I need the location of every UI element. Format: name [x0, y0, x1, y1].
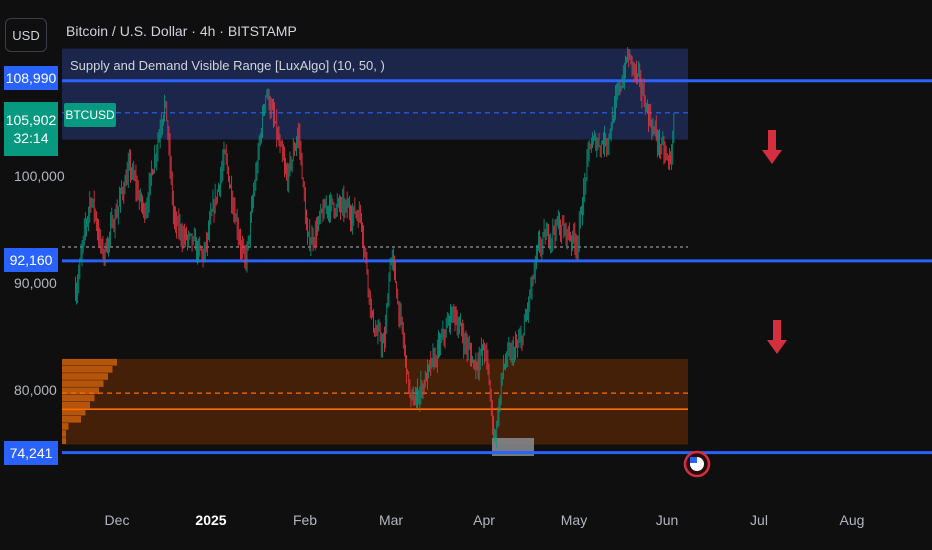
current-price-value: 105,902	[5, 112, 57, 128]
volume-profile-bar	[62, 437, 66, 444]
supply-zone	[62, 48, 688, 140]
x-tick-label: Dec	[104, 512, 130, 528]
y-tick-label: 90,000	[14, 275, 57, 291]
indicator-label[interactable]: Supply and Demand Visible Range [LuxAlgo…	[70, 58, 385, 73]
volume-profile-bar	[62, 415, 81, 423]
us-flag-event-icon	[683, 450, 711, 478]
volume-profile-bar	[62, 387, 99, 395]
x-tick-label: Jul	[750, 512, 768, 528]
x-tick-label: Aug	[839, 512, 865, 528]
x-tick-label: 2025	[195, 512, 227, 528]
volume-profile-bar	[62, 394, 95, 402]
levels-layer	[62, 79, 932, 455]
chart-title: Bitcoin / U.S. Dollar · 4h · BITSTAMP	[66, 23, 297, 39]
demand-volume-profile	[62, 358, 117, 444]
x-tick-label: May	[560, 512, 588, 528]
countdown-timer: 32:14	[13, 130, 49, 146]
volume-profile-bar	[62, 373, 108, 380]
mid-level-price-tag: 92,160	[4, 248, 58, 272]
volume-profile-bar	[62, 366, 113, 373]
x-tick-label: Jun	[655, 512, 679, 528]
volume-profile-bar	[62, 380, 104, 387]
y-tick-label: 80,000	[14, 382, 57, 398]
zones-layer	[62, 48, 688, 456]
x-tick-label: Apr	[473, 512, 495, 528]
event-icon-flag-canton	[690, 457, 697, 463]
x-tick-label: Feb	[292, 512, 318, 528]
volume-profile-bar	[62, 423, 69, 430]
y-tick-label: 100,000	[14, 168, 65, 184]
support-price-tag: 74,241	[4, 441, 58, 465]
resistance-price-tag: 108,990	[4, 66, 58, 90]
arrow-down-icon	[762, 130, 782, 164]
current-price-tag: 105,902 32:14	[4, 102, 58, 156]
volume-profile-bar	[62, 408, 86, 416]
volume-profile-bar	[62, 401, 90, 409]
x-tick-label: Mar	[378, 512, 404, 528]
volume-profile-bar	[62, 358, 117, 366]
currency-selector[interactable]: USD	[5, 18, 47, 52]
candles-layer	[75, 47, 675, 449]
demand-zone	[62, 358, 688, 445]
volume-profile-bar	[62, 430, 66, 437]
arrows-layer	[683, 130, 787, 478]
arrow-down-icon	[767, 320, 787, 354]
symbol-tag: BTCUSD	[64, 103, 116, 127]
